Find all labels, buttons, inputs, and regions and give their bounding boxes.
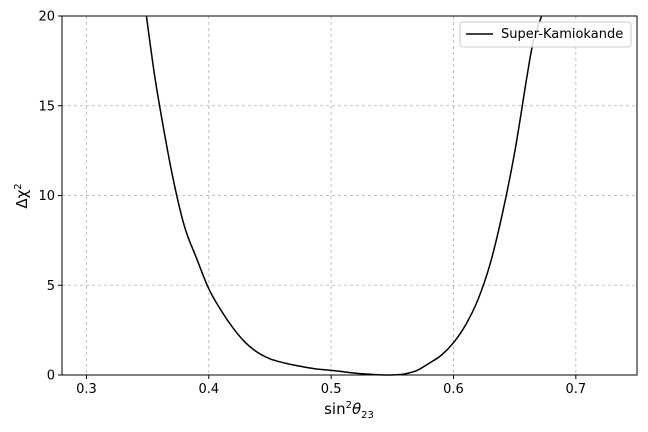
y-tick-label: 5 (47, 279, 55, 294)
legend: Super-Kamiokande (459, 21, 632, 48)
series-layer (145, 15, 543, 376)
legend-box (459, 21, 632, 48)
axis-ticks: 0.3 0.4 0.5 0.6 0.7 0 5 10 15 20 (38, 10, 586, 398)
y-tick-label: 20 (38, 10, 55, 25)
series-line-super-kamiokande (145, 15, 543, 376)
x-tick-label: 0.6 (443, 382, 464, 397)
x-axis-label: sin2θ23 (324, 400, 374, 421)
y-tick-label: 10 (38, 189, 55, 204)
x-tick-label: 0.7 (565, 382, 586, 397)
legend-label-super-kamiokande: Super-Kamiokande (501, 27, 623, 42)
plot-background (62, 16, 637, 375)
x-tick-label: 0.4 (198, 382, 219, 397)
y-tick-label: 0 (47, 369, 55, 384)
y-tick-label: 15 (38, 99, 55, 114)
x-tick-label: 0.5 (321, 382, 342, 397)
x-tick-label: 0.3 (76, 382, 97, 397)
y-axis-label: Δχ2 (13, 183, 31, 208)
